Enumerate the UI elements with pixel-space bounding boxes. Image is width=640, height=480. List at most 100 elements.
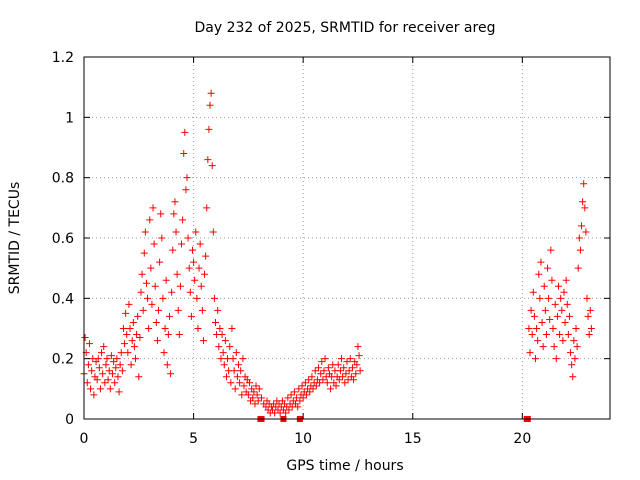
data-point <box>164 331 172 339</box>
data-point <box>202 252 210 260</box>
data-point <box>194 325 202 332</box>
data-point <box>531 355 539 363</box>
data-point <box>103 355 111 363</box>
data-point <box>293 394 301 402</box>
data-point <box>208 162 216 170</box>
y-tick-label: 1.2 <box>52 50 74 66</box>
data-point <box>98 349 106 357</box>
data-point <box>579 198 587 206</box>
data-point <box>567 349 575 357</box>
data-point <box>551 300 559 308</box>
data-point <box>249 394 257 402</box>
data-point <box>350 376 358 384</box>
data-point <box>119 325 127 332</box>
data-point <box>87 385 95 393</box>
data-point <box>562 276 570 284</box>
data-point <box>112 364 120 372</box>
data-point <box>133 331 141 339</box>
data-point <box>355 352 363 360</box>
y-tick-labels: 0 0.2 0.4 0.6 0.8 1 1.2 <box>52 50 74 428</box>
data-point <box>320 367 328 375</box>
data-point <box>345 367 353 375</box>
x-tick-label: 20 <box>513 431 531 447</box>
data-point <box>217 355 225 363</box>
data-point <box>341 379 349 387</box>
data-point <box>187 312 195 320</box>
data-point <box>565 312 573 320</box>
data-point <box>540 282 548 290</box>
data-point <box>193 294 201 302</box>
data-point <box>110 358 118 366</box>
data-point <box>527 306 535 314</box>
data-point <box>106 385 114 393</box>
data-point <box>323 379 331 387</box>
data-point <box>563 300 571 308</box>
y-tick-label: 0.8 <box>52 171 74 187</box>
data-point <box>290 388 298 396</box>
data-point <box>220 361 228 369</box>
data-point <box>558 306 566 314</box>
data-point <box>282 409 290 417</box>
data-point <box>564 331 572 339</box>
data-point <box>338 355 346 363</box>
data-point <box>160 349 168 357</box>
data-point <box>218 331 226 339</box>
data-point <box>182 186 190 194</box>
data-point <box>319 376 327 384</box>
data-point <box>229 355 237 363</box>
data-point <box>95 364 103 372</box>
data-point <box>134 312 142 320</box>
data-point <box>573 343 581 351</box>
data-point <box>111 379 119 387</box>
data-point <box>309 385 317 393</box>
data-point <box>586 306 594 314</box>
data-point <box>237 367 245 375</box>
data-point <box>126 325 134 332</box>
data-point <box>142 279 150 287</box>
data-point <box>584 312 592 320</box>
data-point <box>107 352 115 360</box>
data-point <box>180 150 188 158</box>
data-point <box>547 246 555 254</box>
data-point <box>316 379 324 387</box>
data-point <box>285 406 293 414</box>
data-point <box>186 288 194 296</box>
y-tick-label: 0.6 <box>52 231 74 247</box>
data-point <box>118 367 126 375</box>
data-point <box>192 228 200 236</box>
data-point <box>572 325 580 332</box>
data-point <box>529 288 537 296</box>
data-point <box>226 343 234 351</box>
data-point <box>244 391 252 399</box>
data-point <box>108 370 116 378</box>
data-point <box>252 382 260 390</box>
data-point <box>580 180 588 188</box>
data-point <box>93 376 101 384</box>
data-point <box>556 331 564 339</box>
data-point <box>171 198 179 206</box>
data-point <box>525 325 533 332</box>
data-point <box>153 337 161 345</box>
data-point <box>227 379 235 387</box>
data-point <box>146 216 154 224</box>
data-point <box>305 376 313 384</box>
data-point <box>343 358 351 366</box>
data-point <box>306 388 314 396</box>
data-point <box>170 210 178 218</box>
data-point <box>140 249 148 257</box>
data-point <box>570 337 578 345</box>
data-point <box>238 391 246 399</box>
data-point <box>353 361 361 369</box>
data-point <box>145 325 153 332</box>
data-point <box>215 343 223 351</box>
data-point <box>94 355 102 363</box>
data-point <box>83 379 91 387</box>
data-point <box>250 388 258 396</box>
data-point <box>356 367 364 375</box>
data-point <box>301 379 309 387</box>
data-point <box>155 306 163 314</box>
data-point <box>311 367 319 375</box>
data-point <box>549 325 557 332</box>
data-point <box>203 204 211 212</box>
data-point <box>251 400 259 408</box>
